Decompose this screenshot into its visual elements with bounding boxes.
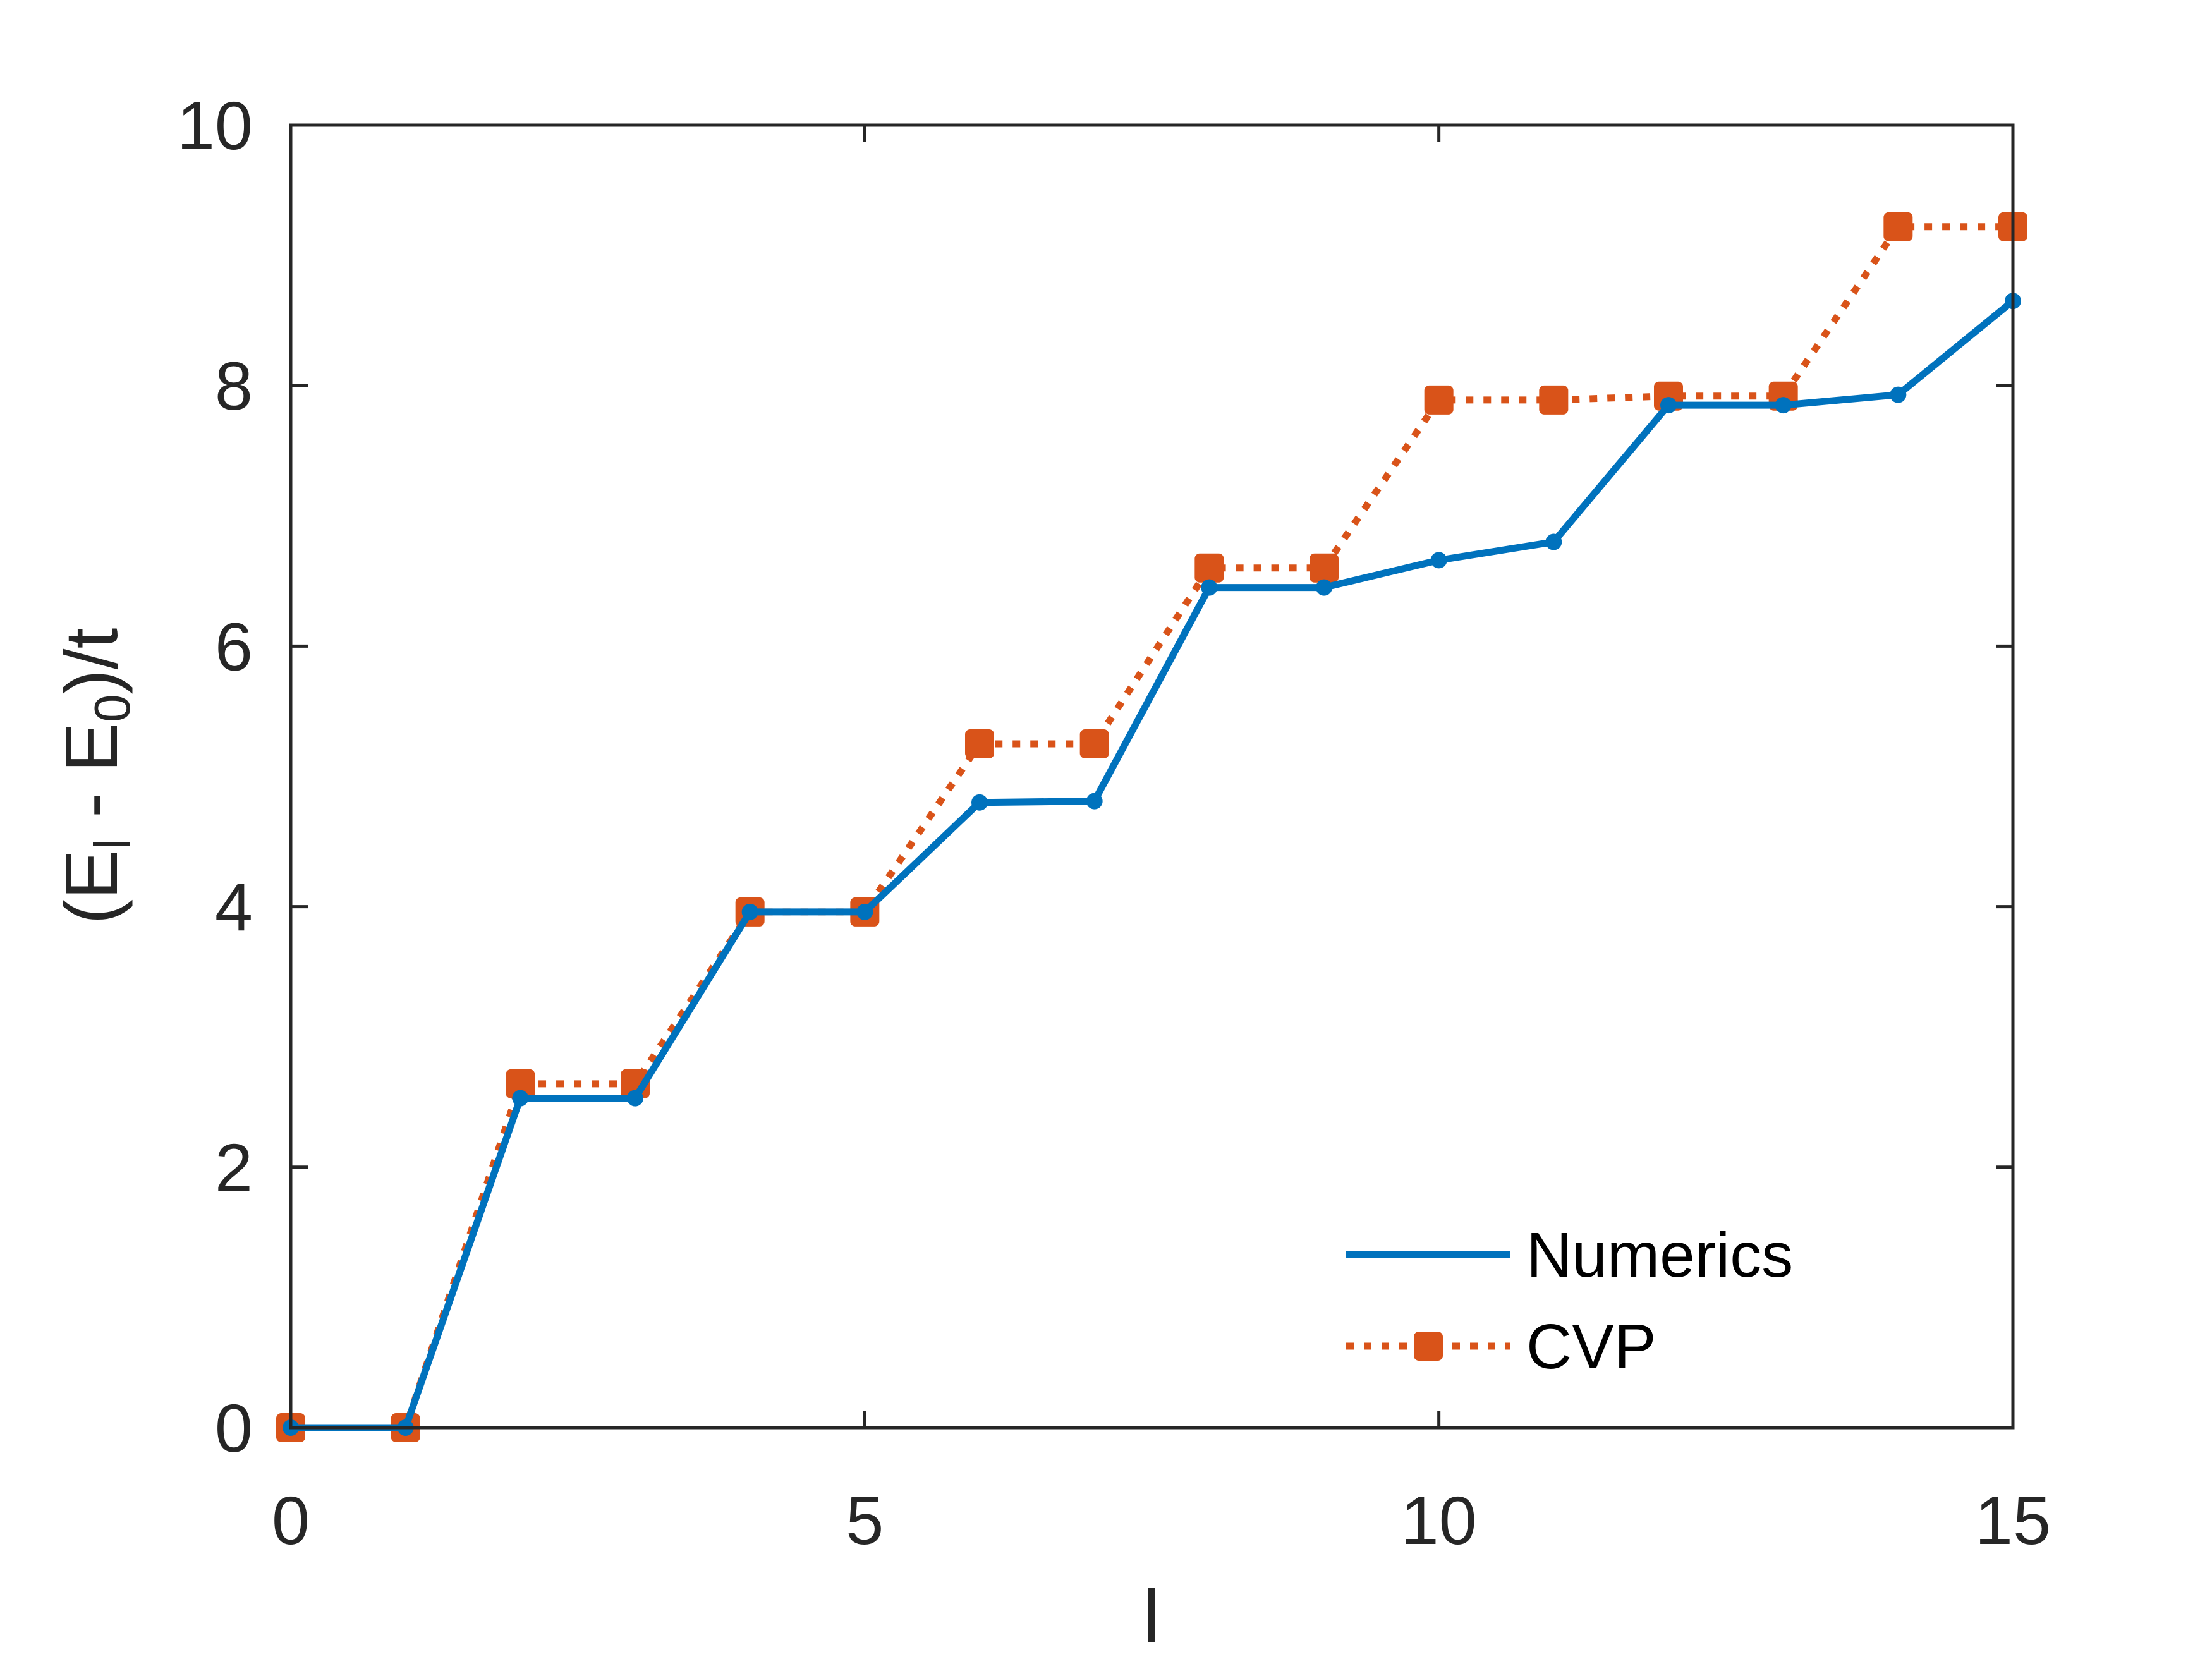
point-numerics [1201, 579, 1218, 596]
point-numerics [627, 1090, 643, 1107]
point-numerics [741, 903, 758, 920]
x-tick-label: 15 [1975, 1482, 2051, 1559]
x-tick-label: 5 [846, 1482, 884, 1559]
series-layer [276, 212, 2027, 1442]
point-numerics [1316, 579, 1332, 596]
legend-label-numerics: Numerics [1526, 1220, 1793, 1291]
x-axis-label: l [1143, 1575, 1160, 1658]
legend: Numerics CVP [1346, 1220, 1793, 1382]
y-axis-label: (El - E0)/t [50, 628, 140, 925]
legend-swatch-cvp-marker [1414, 1332, 1443, 1361]
point-numerics [1890, 386, 1907, 403]
point-cvp [1079, 729, 1109, 758]
point-cvp [1883, 212, 1913, 241]
point-numerics [1430, 552, 1447, 569]
series-numerics [283, 293, 2021, 1436]
series-line-numerics [291, 298, 2015, 1431]
point-cvp [1310, 553, 1339, 583]
point-cvp [1194, 553, 1224, 583]
point-numerics [1775, 397, 1792, 414]
series-line-cvp [291, 223, 2013, 1431]
plot-frame [289, 123, 2015, 1430]
point-numerics [856, 903, 873, 920]
legend-label-cvp: CVP [1526, 1311, 1656, 1382]
point-cvp [506, 1069, 535, 1098]
x-tick-label: 0 [272, 1482, 310, 1559]
point-numerics [1660, 397, 1677, 414]
point-cvp [1539, 385, 1569, 415]
y-tick-label: 10 [177, 87, 253, 164]
y-tick-label: 8 [215, 348, 253, 424]
point-cvp [965, 729, 994, 758]
y-tick-label: 6 [215, 608, 253, 684]
point-numerics [1545, 533, 1562, 550]
point-numerics [1086, 793, 1103, 810]
y-tick-label: 0 [215, 1390, 253, 1466]
point-numerics [512, 1090, 529, 1107]
y-tick-label: 4 [215, 869, 253, 945]
point-cvp [1424, 385, 1454, 415]
y-tick-label: 2 [215, 1129, 253, 1206]
x-tick-label: 10 [1401, 1482, 1477, 1559]
point-numerics [971, 794, 988, 811]
plot-area [291, 125, 2013, 1428]
tick-labels: 0 5 10 15 0 2 4 6 8 10 [177, 87, 2051, 1559]
